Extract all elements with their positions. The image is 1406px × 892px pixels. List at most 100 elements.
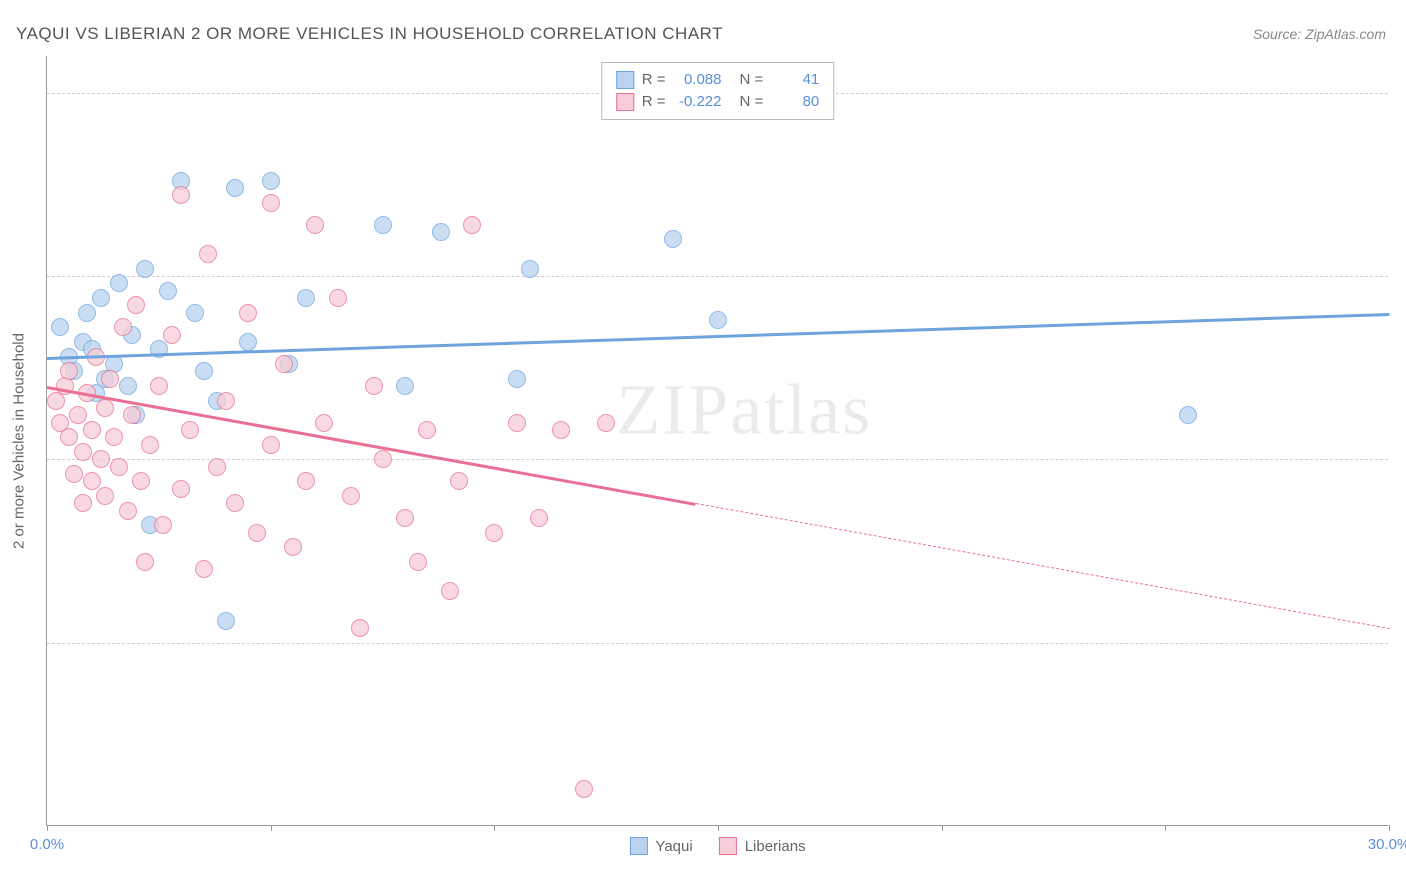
data-point <box>132 472 150 490</box>
data-point <box>521 260 539 278</box>
data-point <box>396 509 414 527</box>
data-point <box>208 458 226 476</box>
data-point <box>51 318 69 336</box>
data-point <box>110 274 128 292</box>
data-point <box>150 377 168 395</box>
data-point <box>154 516 172 534</box>
data-point <box>441 582 459 600</box>
data-point <box>248 524 266 542</box>
data-point <box>69 406 87 424</box>
series-legend: Yaqui Liberians <box>629 837 805 855</box>
x-tick <box>1165 825 1166 831</box>
data-point <box>172 186 190 204</box>
n-value: 80 <box>771 91 819 113</box>
data-point <box>195 560 213 578</box>
data-point <box>141 436 159 454</box>
data-point <box>181 421 199 439</box>
data-point <box>65 465 83 483</box>
legend-label: Liberians <box>745 838 806 855</box>
data-point <box>186 304 204 322</box>
x-tick-label: 0.0% <box>30 836 64 853</box>
plot-area: 25.0%50.0%75.0%100.0%0.0%30.0% <box>47 56 1388 825</box>
data-point <box>101 370 119 388</box>
data-point <box>450 472 468 490</box>
data-point <box>552 421 570 439</box>
correlation-row: R = 0.088 N = 41 <box>616 69 820 91</box>
data-point <box>262 436 280 454</box>
data-point <box>119 377 137 395</box>
data-point <box>172 480 190 498</box>
chart-container: 2 or more Vehicles in Household ZIPatlas… <box>46 56 1388 826</box>
data-point <box>105 428 123 446</box>
data-point <box>664 230 682 248</box>
correlation-legend-box: R =0.088N =41R =-0.222N =80 <box>601 62 835 120</box>
data-point <box>374 450 392 468</box>
data-point <box>74 494 92 512</box>
data-point <box>485 524 503 542</box>
x-tick <box>47 825 48 831</box>
data-point <box>297 289 315 307</box>
data-point <box>409 553 427 571</box>
legend-label: Yaqui <box>655 838 692 855</box>
data-point <box>217 392 235 410</box>
data-point <box>508 370 526 388</box>
legend-swatch <box>629 837 647 855</box>
data-point <box>83 472 101 490</box>
data-point <box>284 538 302 556</box>
y-axis-label: 2 or more Vehicles in Household <box>11 333 28 549</box>
data-point <box>297 472 315 490</box>
data-point <box>374 216 392 234</box>
data-point <box>127 296 145 314</box>
source-attribution: Source: ZipAtlas.com <box>1253 26 1386 42</box>
data-point <box>508 414 526 432</box>
n-label: N = <box>740 69 764 91</box>
data-point <box>329 289 347 307</box>
n-label: N = <box>740 91 764 113</box>
data-point <box>217 612 235 630</box>
data-point <box>136 553 154 571</box>
data-point <box>159 282 177 300</box>
r-value: 0.088 <box>674 69 722 91</box>
x-tick-label: 30.0% <box>1368 836 1406 853</box>
data-point <box>83 421 101 439</box>
data-point <box>195 362 213 380</box>
legend-item: Liberians <box>719 837 806 855</box>
data-point <box>365 377 383 395</box>
r-label: R = <box>642 91 666 113</box>
r-label: R = <box>642 69 666 91</box>
data-point <box>530 509 548 527</box>
data-point <box>463 216 481 234</box>
data-point <box>92 289 110 307</box>
data-point <box>114 318 132 336</box>
data-point <box>74 443 92 461</box>
data-point <box>136 260 154 278</box>
x-tick <box>718 825 719 831</box>
data-point <box>262 194 280 212</box>
data-point <box>239 333 257 351</box>
n-value: 41 <box>771 69 819 91</box>
data-point <box>396 377 414 395</box>
data-point <box>239 304 257 322</box>
trend-line <box>696 503 1390 629</box>
data-point <box>60 428 78 446</box>
data-point <box>92 450 110 468</box>
x-tick <box>494 825 495 831</box>
data-point <box>163 326 181 344</box>
data-point <box>575 780 593 798</box>
data-point <box>262 172 280 190</box>
data-point <box>709 311 727 329</box>
gridline <box>47 276 1388 277</box>
legend-swatch <box>719 837 737 855</box>
x-tick <box>1389 825 1390 831</box>
data-point <box>418 421 436 439</box>
legend-swatch <box>616 93 634 111</box>
data-point <box>96 487 114 505</box>
data-point <box>351 619 369 637</box>
data-point <box>275 355 293 373</box>
data-point <box>226 494 244 512</box>
gridline <box>47 459 1388 460</box>
legend-item: Yaqui <box>629 837 692 855</box>
data-point <box>60 362 78 380</box>
legend-swatch <box>616 71 634 89</box>
data-point <box>123 406 141 424</box>
